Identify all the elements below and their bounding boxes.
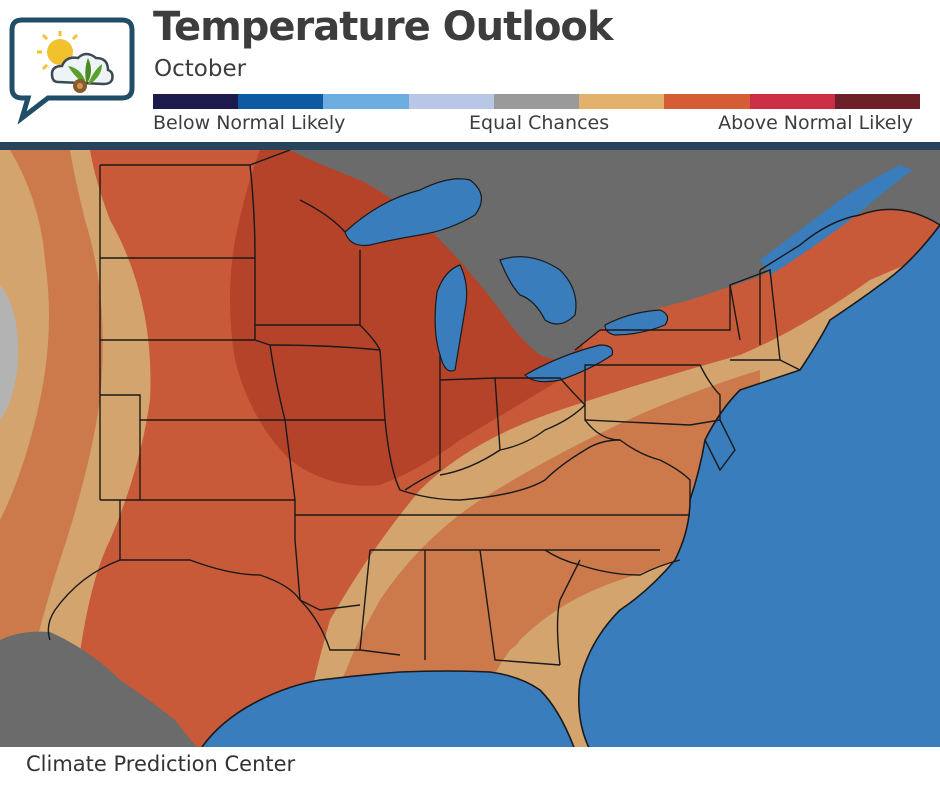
legend-label-above: Above Normal Likely — [718, 112, 913, 134]
above-40-southeast-band — [320, 370, 760, 747]
lake-michigan — [434, 264, 468, 372]
legend-swatch — [408, 94, 494, 109]
source-credit: Climate Prediction Center — [26, 752, 296, 776]
outlook-map — [0, 150, 940, 747]
canada-border — [249, 150, 940, 351]
header: Temperature Outlook October Below Normal… — [0, 0, 940, 142]
legend-swatch — [834, 94, 920, 109]
legend-swatch — [493, 94, 580, 109]
legend-color-bar — [153, 94, 920, 109]
lake-huron — [499, 256, 577, 325]
legend-swatch — [664, 94, 750, 109]
lake-ontario — [604, 309, 669, 336]
page-title: Temperature Outlook — [153, 4, 614, 50]
lake-superior — [344, 178, 482, 247]
mexico-region — [0, 631, 198, 747]
state-boundaries — [47, 164, 801, 666]
legend-swatch — [153, 94, 239, 109]
legend-label-equal: Equal Chances — [469, 112, 610, 134]
st-lawrence-river — [760, 165, 912, 275]
above-40-west-band — [0, 150, 103, 747]
gulf-of-mexico — [202, 671, 574, 747]
legend-swatch — [749, 94, 835, 109]
page-subtitle: October — [154, 56, 247, 82]
coastline — [201, 224, 940, 747]
map-top-border — [0, 142, 940, 150]
equal-chances-region — [0, 285, 19, 420]
legend-swatch — [579, 94, 665, 109]
logo-icon — [9, 17, 135, 124]
above-60-region — [230, 150, 583, 486]
lake-erie — [524, 344, 614, 383]
legend-label-below: Below Normal Likely — [153, 112, 346, 134]
legend-swatch — [323, 94, 409, 109]
atlantic-ocean — [578, 225, 940, 747]
legend-swatch — [238, 94, 324, 109]
